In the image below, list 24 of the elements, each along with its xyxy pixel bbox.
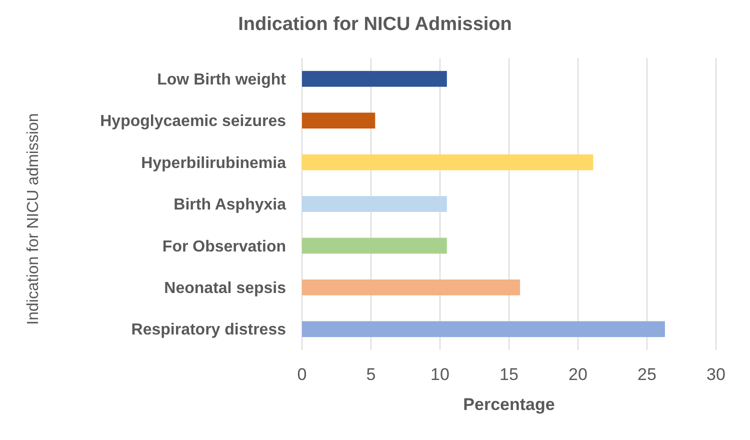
x-axis-title: Percentage	[463, 395, 555, 414]
chart-title: Indication for NICU Admission	[238, 14, 512, 35]
x-tick-label: 15	[500, 365, 518, 384]
x-tick-label: 30	[706, 365, 726, 384]
y-tick-label: Hyperbilirubinemia	[141, 154, 286, 172]
y-tick-label: For Observation	[162, 238, 286, 256]
bar	[302, 321, 665, 338]
y-tick-label: Low Birth weight	[157, 71, 287, 88]
bar	[302, 196, 447, 212]
x-tick-label: 0	[297, 365, 307, 384]
bar	[302, 280, 520, 296]
bar	[302, 238, 447, 254]
y-tick-label: Neonatal sepsis	[164, 280, 286, 298]
bar	[302, 70, 447, 87]
y-tick-label: Birth Asphyxia	[174, 196, 286, 214]
x-tick-label: 20	[568, 365, 588, 384]
y-tick-label: Respiratory distress	[131, 322, 286, 339]
bar	[302, 154, 594, 170]
y-axis-title: Indication for NICU admission	[25, 113, 42, 325]
bar	[302, 112, 376, 128]
x-tick-label: 5	[366, 365, 376, 384]
x-tick-label: 25	[638, 365, 656, 384]
x-tick-label: 10	[430, 365, 450, 384]
y-tick-label: Hypoglycaemic seizures	[100, 113, 286, 130]
